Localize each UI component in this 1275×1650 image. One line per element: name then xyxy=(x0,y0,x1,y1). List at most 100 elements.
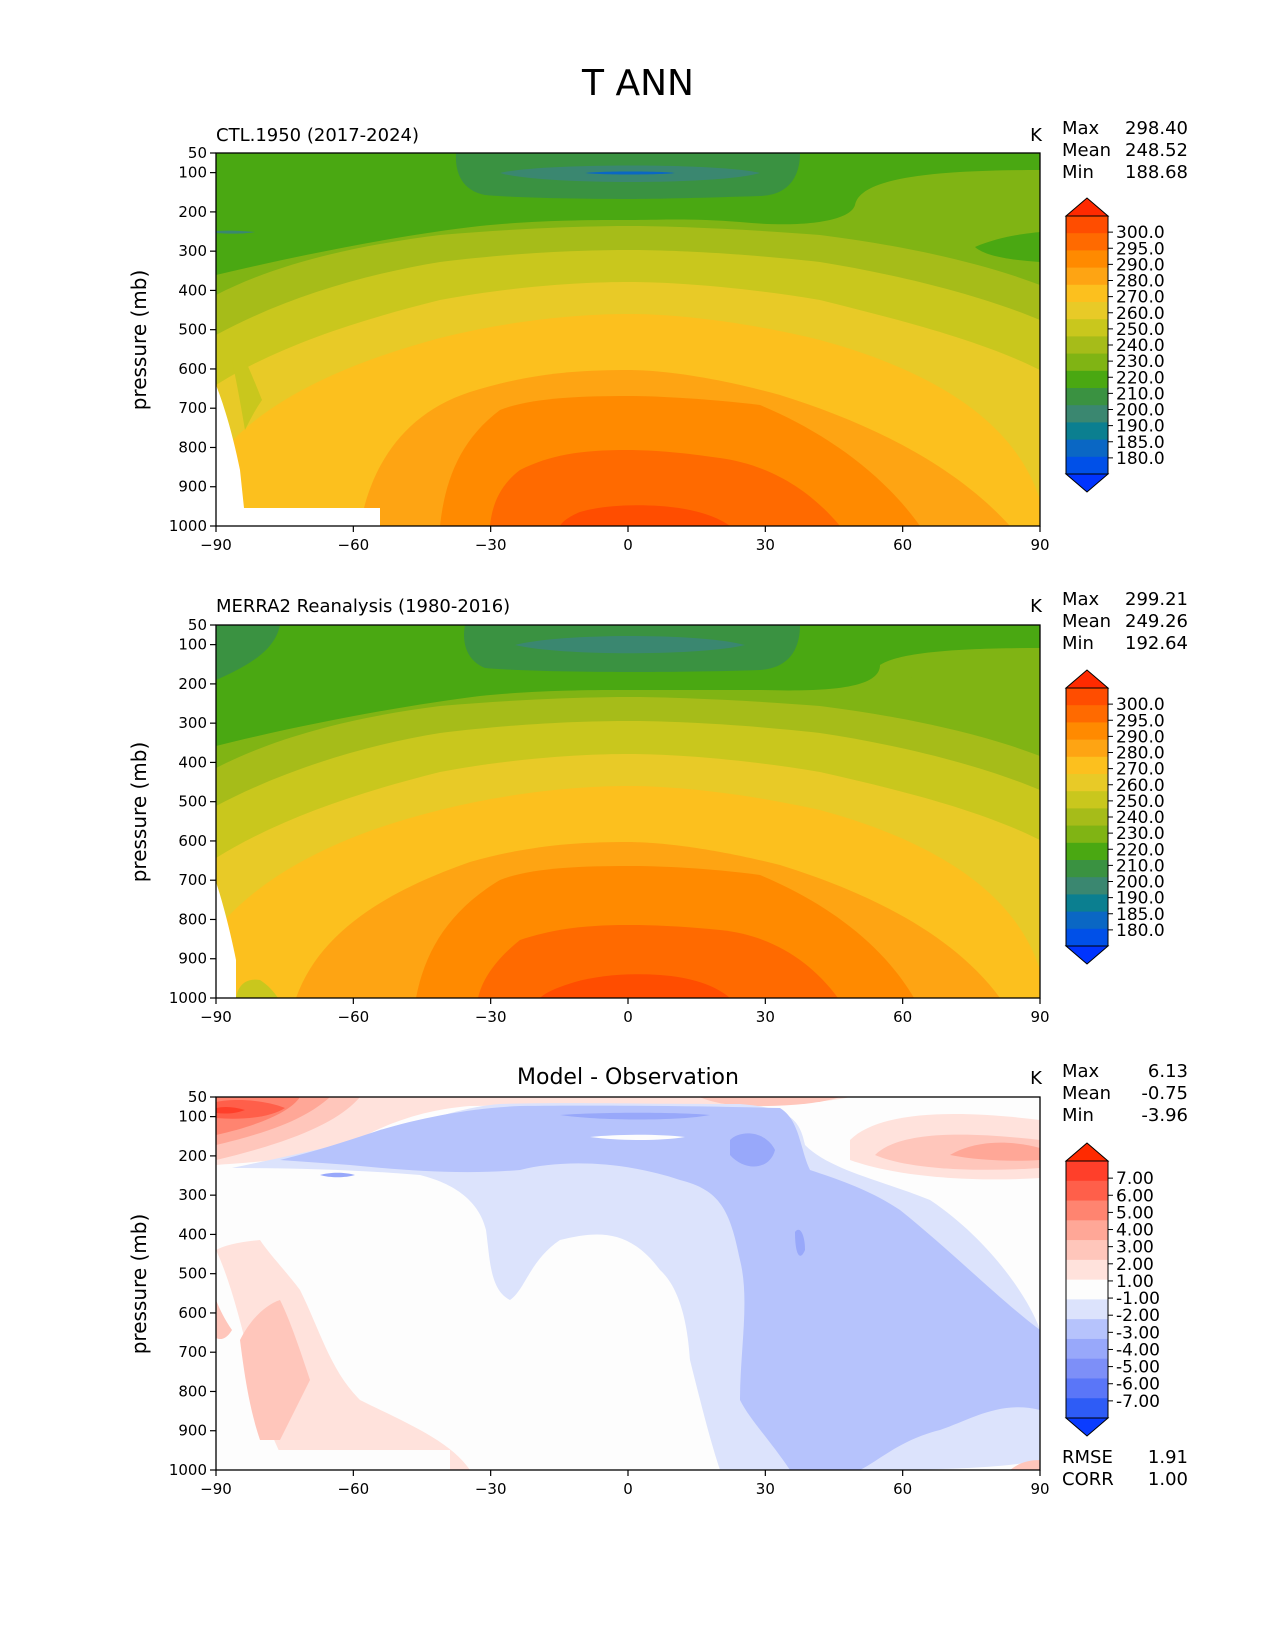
colorbar-level-label: 3.00 xyxy=(1116,1238,1154,1258)
x-axis-difference: −90 −60 −30 0 30 60 90 xyxy=(200,1470,1050,1498)
stat-value-max: 299.21 xyxy=(1125,589,1188,610)
colorbar-level-label: 7.00 xyxy=(1116,1169,1154,1189)
contour-field-difference xyxy=(216,1097,1040,1470)
y-tick-label: 200 xyxy=(178,675,207,693)
colorbar-level-label: 260.0 xyxy=(1116,776,1165,796)
colorbar-level-label: 230.0 xyxy=(1116,824,1165,844)
y-tick-label: 200 xyxy=(178,203,207,221)
colorbar-level-label: 260.0 xyxy=(1116,304,1165,324)
x-tick-label: 60 xyxy=(893,1480,912,1498)
y-axis-model: 50 100 200 300 400 500 600 700 800 900 1000 xyxy=(169,144,216,535)
stat-label-mean: Mean xyxy=(1062,1083,1111,1104)
colorbar-segment xyxy=(1066,456,1108,475)
metric-label-rmse: RMSE xyxy=(1062,1447,1113,1468)
y-tick-label: 200 xyxy=(178,1147,207,1165)
x-tick-label: −90 xyxy=(200,1480,232,1498)
colorbar-segment xyxy=(1066,233,1108,251)
colorbar-segment xyxy=(1066,267,1108,286)
colorbar-segment xyxy=(1066,825,1108,844)
colorbar-level-label: 200.0 xyxy=(1116,873,1165,893)
y-axis-label-observation: pressure (mb) xyxy=(127,742,151,883)
colorbar-frame xyxy=(1065,1160,1109,1419)
stat-value-mean: -0.75 xyxy=(1141,1083,1188,1104)
colorbar-segment xyxy=(1066,1358,1108,1379)
x-tick-label: 30 xyxy=(756,1008,775,1026)
stat-value-max: 298.40 xyxy=(1125,118,1188,139)
colorbar-level-label: 210.0 xyxy=(1116,856,1165,876)
x-tick-label: −90 xyxy=(200,1008,232,1026)
y-tick-label: 300 xyxy=(178,714,207,732)
stat-label-max: Max xyxy=(1062,118,1100,139)
y-tick-label: 100 xyxy=(178,164,207,182)
colorbar-segment xyxy=(1066,250,1108,269)
y-tick-label: 800 xyxy=(178,1382,207,1400)
colorbar-extend-max xyxy=(1064,1142,1110,1162)
colorbar-extend-min xyxy=(1064,945,1110,965)
panel-subtitle-observation: MERRA2 Reanalysis (1980-2016) xyxy=(216,596,510,617)
colorbar-level-label: 185.0 xyxy=(1116,433,1165,453)
stats-block-difference: Max 6.13 Mean -0.75 Min -3.96 xyxy=(1062,1061,1188,1126)
colorbar-level-label: 180.0 xyxy=(1116,921,1165,941)
colorbar-segment xyxy=(1066,422,1108,441)
stat-value-min: 192.64 xyxy=(1125,633,1188,654)
colorbar-segment xyxy=(1066,1299,1108,1320)
y-tick-label: 300 xyxy=(178,1186,207,1204)
y-tick-label: 400 xyxy=(178,1225,207,1243)
colorbar-level-label: -7.00 xyxy=(1116,1392,1160,1412)
colorbar-level-label: 250.0 xyxy=(1116,320,1165,340)
y-tick-label: 900 xyxy=(178,950,207,968)
x-tick-label: 90 xyxy=(1030,536,1049,554)
colorbar-level-label: 290.0 xyxy=(1116,255,1165,275)
colorbar-segment xyxy=(1066,319,1108,337)
colorbar-segment xyxy=(1066,1240,1108,1261)
y-tick-label: 600 xyxy=(178,832,207,850)
figure-title: T ANN xyxy=(581,63,694,104)
colorbar-level-label: -3.00 xyxy=(1116,1323,1160,1343)
colorbar-level-label: -2.00 xyxy=(1116,1306,1160,1326)
colorbar-segment xyxy=(1066,353,1108,372)
colorbar-extend-max xyxy=(1064,669,1110,689)
y-tick-label: 400 xyxy=(178,281,207,299)
colorbar-level-label: 230.0 xyxy=(1116,352,1165,372)
colorbar-segment xyxy=(1066,928,1108,947)
x-tick-label: −60 xyxy=(338,536,370,554)
x-tick-label: 90 xyxy=(1030,1008,1049,1026)
colorbar-level-label: 210.0 xyxy=(1116,384,1165,404)
y-tick-label: 900 xyxy=(178,478,207,496)
y-tick-label: 600 xyxy=(178,1304,207,1322)
colorbar-segment xyxy=(1066,1200,1108,1221)
colorbar-extend-min xyxy=(1064,473,1110,493)
stat-label-mean: Mean xyxy=(1062,140,1111,161)
stat-label-min: Min xyxy=(1062,1105,1094,1126)
y-tick-label: 300 xyxy=(178,242,207,260)
y-tick-label: 1000 xyxy=(169,989,207,1007)
stat-value-mean: 248.52 xyxy=(1125,140,1188,161)
colorbar-segment xyxy=(1066,1319,1108,1340)
colorbar-level-label: 4.00 xyxy=(1116,1221,1154,1241)
panel-subtitle-model: CTL.1950 (2017-2024) xyxy=(216,125,419,146)
stats-block-model: Max 298.40 Mean 248.52 Min 188.68 xyxy=(1062,118,1188,183)
colorbar-segment xyxy=(1066,1378,1108,1399)
y-tick-label: 50 xyxy=(188,1088,207,1106)
colorbar-segment xyxy=(1066,739,1108,758)
colorbar-extend-max xyxy=(1064,197,1110,217)
colorbar-segment xyxy=(1066,336,1108,355)
y-tick-label: 700 xyxy=(178,399,207,417)
metric-label-corr: CORR xyxy=(1062,1469,1114,1490)
x-tick-label: 30 xyxy=(756,536,775,554)
colorbar-level-label: 270.0 xyxy=(1116,760,1165,780)
x-tick-label: 0 xyxy=(623,1008,633,1026)
x-tick-label: −60 xyxy=(338,1480,370,1498)
colorbar-observation: 300.0295.0290.0280.0270.0260.0250.0240.0… xyxy=(1064,669,1165,965)
colorbar-level-label: 250.0 xyxy=(1116,792,1165,812)
stat-label-min: Min xyxy=(1062,633,1094,654)
colorbar-model: 300.0295.0290.0280.0270.0260.0250.0240.0… xyxy=(1064,197,1165,493)
stat-value-min: -3.96 xyxy=(1141,1105,1188,1126)
y-axis-difference: 50 100 200 300 400 500 600 700 800 900 1000 xyxy=(169,1088,216,1479)
metric-value-corr: 1.00 xyxy=(1148,1469,1188,1490)
colorbar-difference: 7.006.005.004.003.002.001.00-1.00-2.00-3… xyxy=(1064,1142,1160,1437)
x-tick-label: −30 xyxy=(475,536,507,554)
